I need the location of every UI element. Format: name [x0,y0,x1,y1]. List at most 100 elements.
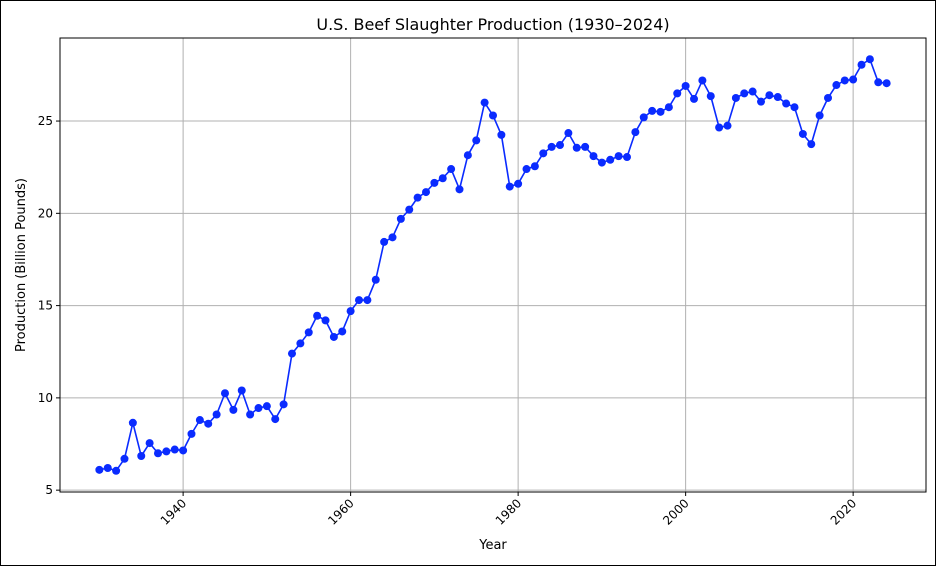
data-point [556,141,564,150]
data-point [597,158,606,167]
data-points [95,55,891,475]
data-point [480,98,489,107]
data-point [664,103,673,112]
data-point [338,327,347,336]
data-point [773,93,782,102]
data-point [581,142,590,151]
data-point [447,165,456,174]
data-point [656,107,665,116]
data-point [748,87,757,96]
data-point [220,389,229,398]
data-point [128,418,137,427]
data-point [153,449,162,458]
data-point [547,142,556,151]
data-point [790,103,799,112]
x-axis-ticks: 1940 1960 1980 2000 2020 [158,492,859,528]
data-point [455,185,464,194]
data-point [765,91,774,100]
data-point [112,466,121,475]
data-point [413,193,422,202]
data-point [639,113,648,122]
data-point [865,55,874,64]
data-point [254,404,263,413]
x-tick-label: 2000 [660,496,691,527]
data-point [673,89,682,98]
data-point [849,75,858,84]
y-axis-label: Production (Billion Pounds) [14,178,29,352]
data-point [840,76,849,85]
data-point [187,429,196,438]
data-point [472,136,481,145]
data-point [606,155,615,164]
data-point [212,410,221,419]
data-point [497,130,506,139]
y-axis-ticks: 5 10 15 20 25 [38,114,60,497]
y-tick-label: 10 [38,391,53,405]
data-point [698,76,707,85]
data-point [757,97,766,106]
data-point [179,446,188,455]
data-point [539,149,548,158]
data-point [321,316,330,325]
data-point [614,152,623,161]
x-axis-label: Year [478,538,507,553]
data-point [824,93,833,102]
data-point [715,123,724,132]
data-point [807,140,816,149]
data-point [564,129,573,138]
grid [60,38,926,492]
x-tick-label: 1980 [493,496,524,527]
data-point [740,89,749,98]
data-point [371,275,380,284]
data-point [95,465,104,474]
data-point [103,464,112,473]
data-point [355,296,363,305]
data-point [731,93,740,102]
data-point [857,60,866,69]
data-point [246,410,255,419]
chart-title: U.S. Beef Slaughter Production (1930–202… [316,15,669,34]
data-point [882,79,891,88]
y-tick-label: 20 [38,206,53,220]
data-point [438,174,447,183]
data-point [271,415,280,424]
data-point [380,237,389,246]
x-tick-label: 1960 [325,496,356,527]
data-point [505,182,514,191]
data-point [514,179,523,188]
data-point [195,416,204,425]
x-tick-label: 2020 [828,496,859,527]
data-point [623,153,631,162]
data-point [832,81,841,90]
data-point [798,129,807,138]
data-point [589,152,598,161]
data-point [522,165,531,174]
data-point [430,178,439,187]
data-point [405,205,414,214]
data-point [329,332,338,341]
data-point [145,439,154,448]
data-point [313,311,322,320]
x-tick-label: 1940 [158,496,189,527]
y-tick-label: 25 [38,114,53,128]
data-point [279,400,288,409]
data-point [287,349,296,358]
plot-area-frame [59,37,927,493]
data-point [204,419,213,428]
data-point [874,78,883,87]
data-point [396,214,405,223]
data-point [422,188,430,197]
data-point [815,111,824,120]
data-point [237,386,246,395]
data-point [296,339,305,348]
data-point [648,106,657,115]
data-point [690,94,699,103]
data-point [530,162,539,171]
data-point [363,296,372,305]
data-point [706,92,715,101]
data-point [631,128,640,137]
data-point [162,447,171,456]
y-tick-label: 5 [45,483,53,497]
